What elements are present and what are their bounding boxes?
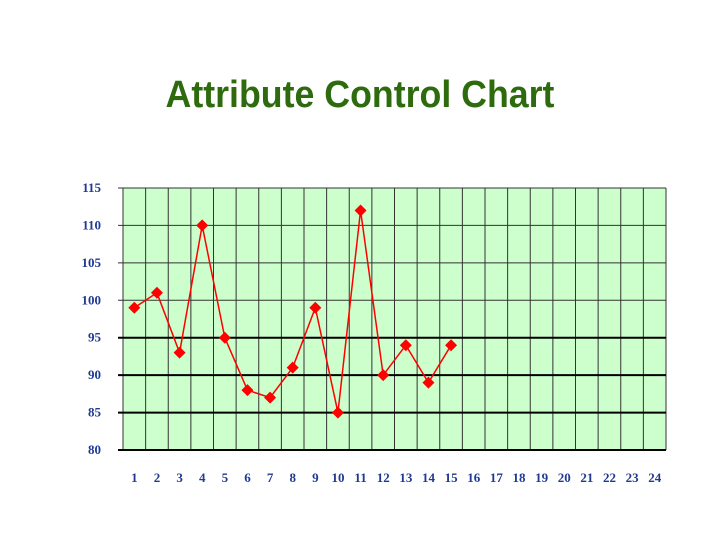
x-tick-label: 18	[512, 470, 526, 485]
data-point-marker	[377, 369, 390, 382]
data-point-marker	[218, 331, 231, 344]
y-tick-label: 85	[88, 405, 102, 420]
x-tick-label: 10	[331, 470, 344, 485]
x-tick-label: 21	[580, 470, 593, 485]
data-point-marker	[331, 406, 344, 419]
y-tick-label: 100	[82, 292, 102, 307]
data-point-marker	[445, 339, 458, 352]
x-tick-label: 3	[176, 470, 183, 485]
data-point-marker	[173, 346, 186, 359]
x-tick-label: 17	[490, 470, 504, 485]
data-point-marker	[196, 219, 209, 232]
x-tick-label: 14	[422, 470, 436, 485]
x-tick-label: 1	[131, 470, 138, 485]
x-tick-label: 20	[558, 470, 571, 485]
x-tick-label: 22	[603, 470, 616, 485]
x-tick-label: 24	[648, 470, 662, 485]
y-axis-tick-labels: 80 85 90 95 100 105 110 115	[82, 180, 102, 457]
data-point-marker	[286, 361, 299, 374]
x-tick-label: 2	[154, 470, 161, 485]
y-tick-label: 115	[82, 180, 101, 195]
data-point-marker	[309, 301, 322, 314]
x-tick-label: 9	[312, 470, 319, 485]
x-axis-tick-labels: 1 2 3 4 5 6 7 8 9 10 11 12 13 14 15 16 17 18 19 20 21 22 23 24	[131, 470, 662, 485]
y-tick-label: 80	[88, 442, 101, 457]
vertical-gridlines	[122, 188, 667, 450]
x-tick-label: 4	[199, 470, 206, 485]
chart-title: Attribute Control Chart	[165, 74, 555, 116]
x-tick-label: 7	[267, 470, 274, 485]
data-point-marker	[264, 391, 277, 404]
data-point-marker	[399, 339, 412, 352]
x-tick-label: 6	[244, 470, 251, 485]
x-tick-label: 16	[467, 470, 481, 485]
horizontal-gridlines	[118, 187, 666, 451]
y-tick-label: 95	[88, 330, 102, 345]
x-tick-label: 12	[377, 470, 390, 485]
data-point-marker	[128, 301, 141, 314]
x-tick-label: 11	[354, 470, 366, 485]
x-tick-label: 19	[535, 470, 549, 485]
y-tick-label: 90	[88, 367, 101, 382]
data-point-marker	[150, 286, 163, 299]
x-tick-label: 23	[626, 470, 640, 485]
y-tick-label: 110	[82, 217, 101, 232]
data-point-marker	[422, 376, 435, 389]
x-tick-label: 5	[222, 470, 229, 485]
y-tick-label: 105	[82, 255, 102, 270]
x-tick-label: 15	[445, 470, 459, 485]
data-point-marker	[354, 204, 367, 217]
data-series	[128, 204, 458, 419]
x-tick-label: 13	[399, 470, 413, 485]
data-point-marker	[241, 384, 254, 397]
x-tick-label: 8	[289, 470, 296, 485]
